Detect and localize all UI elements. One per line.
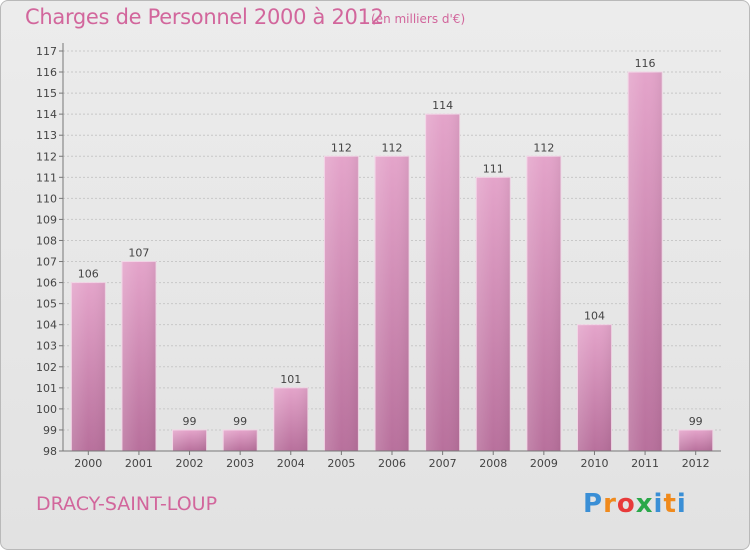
bar-shine (71, 282, 106, 451)
y-tick-label: 99 (43, 424, 57, 437)
data-label: 99 (233, 415, 247, 428)
bar-shine (324, 156, 359, 451)
chart-title: Charges de Personnel 2000 à 2012 (25, 5, 384, 29)
y-tick-label: 100 (36, 403, 57, 416)
logo-letter: r (603, 489, 617, 519)
data-label: 107 (128, 247, 149, 260)
bar-shine (577, 324, 612, 451)
logo-letter: i (653, 489, 664, 519)
y-tick-label: 113 (36, 129, 57, 142)
data-label: 101 (280, 373, 301, 386)
data-label: 112 (533, 141, 554, 154)
y-tick-label: 109 (36, 213, 57, 226)
x-tick-label: 2005 (327, 457, 355, 470)
logo-letter: P (583, 489, 604, 519)
bar-shine (273, 387, 308, 451)
bar-shine (526, 156, 561, 451)
data-label: 99 (689, 415, 703, 428)
data-label: 104 (584, 310, 605, 323)
logo-letter: x (635, 489, 654, 519)
x-tick-label: 2006 (378, 457, 406, 470)
x-tick-label: 2009 (530, 457, 558, 470)
y-tick-label: 111 (36, 171, 57, 184)
x-tick-label: 2004 (277, 457, 305, 470)
data-label: 112 (331, 141, 352, 154)
chart-unit: (en milliers d'€) (371, 12, 466, 26)
y-tick-label: 112 (36, 150, 57, 163)
x-tick-label: 2008 (479, 457, 507, 470)
data-label: 111 (483, 162, 504, 175)
logo-letter: i (676, 489, 687, 519)
data-label: 116 (635, 57, 656, 70)
x-tick-label: 2003 (226, 457, 254, 470)
y-tick-label: 116 (36, 66, 57, 79)
y-tick-label: 105 (36, 298, 57, 311)
x-tick-label: 2012 (682, 457, 710, 470)
y-tick-label: 102 (36, 361, 57, 374)
y-tick-label: 107 (36, 256, 57, 269)
y-tick-label: 98 (43, 445, 57, 458)
location-name: DRACY-SAINT-LOUP (36, 493, 218, 515)
data-label: 106 (78, 268, 99, 281)
proxiti-logo: Proxiti (583, 489, 687, 519)
y-tick-label: 115 (36, 87, 57, 100)
y-tick-label: 114 (36, 108, 57, 121)
y-tick-label: 103 (36, 340, 57, 353)
y-tick-label: 101 (36, 382, 57, 395)
y-tick-label: 106 (36, 277, 57, 290)
y-tick-label: 110 (36, 192, 57, 205)
bar-shine (172, 429, 207, 451)
data-label: 99 (183, 415, 197, 428)
bar-shine (425, 114, 460, 451)
data-label: 114 (432, 99, 453, 112)
bar-shine (375, 156, 409, 451)
y-tick-label: 108 (36, 234, 57, 247)
x-tick-label: 2010 (580, 457, 608, 470)
data-label: 112 (382, 141, 403, 154)
logo-letter: t (663, 489, 677, 519)
logo-letter: o (616, 489, 636, 519)
bar-shine (628, 72, 663, 451)
y-tick-label: 104 (36, 319, 57, 332)
y-tick-label: 117 (36, 45, 57, 58)
bars: 106 107 99 99 101 112 112 114 111 112 104 116 99 (70, 57, 714, 452)
x-tick-label: 2000 (74, 457, 102, 470)
bar-shine (223, 429, 258, 451)
bar-shine (121, 261, 156, 451)
x-tick-label: 2001 (125, 457, 153, 470)
axes: 98 99 100 101 102 103 104 105 106 107 108 109 110 111… (36, 43, 721, 470)
bar-shine (476, 177, 511, 451)
x-tick-label: 2011 (631, 457, 659, 470)
bar-shine (678, 429, 713, 451)
x-tick-label: 2002 (176, 457, 204, 470)
x-tick-label: 2007 (429, 457, 457, 470)
